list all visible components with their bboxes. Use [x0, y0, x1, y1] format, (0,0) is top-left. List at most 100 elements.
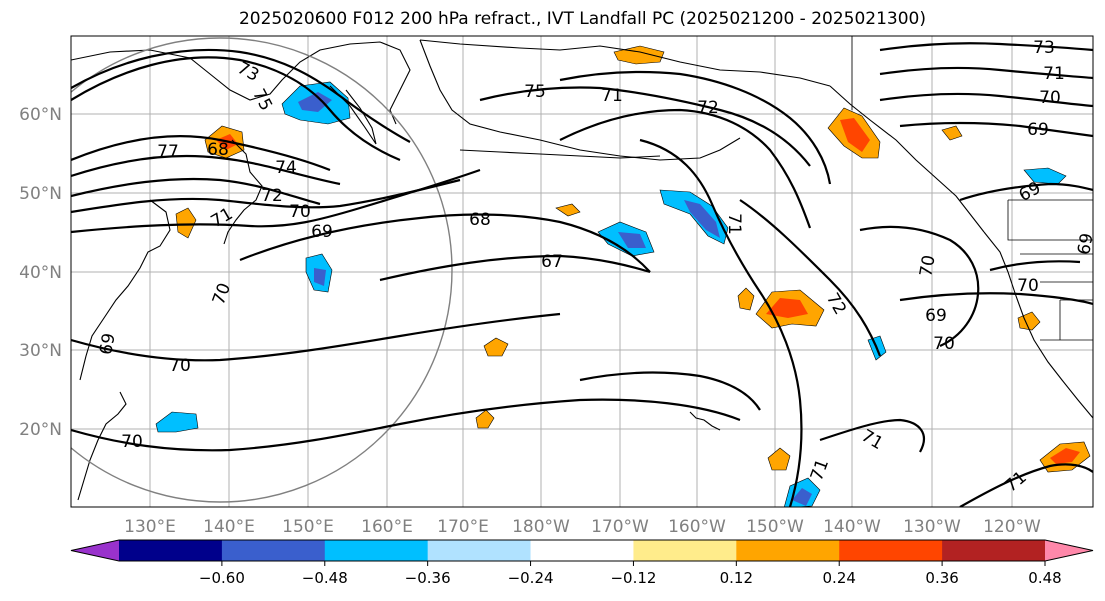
colorbar-segment [119, 540, 223, 561]
patch-orange-mid6 [175, 207, 197, 239]
contour-70-d [989, 260, 1081, 272]
patch-orange-mid7 [941, 125, 963, 141]
colorbar-extend-min [71, 540, 119, 561]
patch-blue-canada [1023, 167, 1067, 185]
contour-71-e [959, 463, 1093, 507]
contour-label: 73 [1033, 38, 1055, 58]
figure-title: 2025020600 F012 200 hPa refract., IVT La… [238, 9, 926, 29]
patch-orange-mid3 [475, 409, 495, 429]
lon-label-160E: 160°E [361, 517, 413, 537]
contour-68 [239, 213, 651, 273]
colorbar-tick-label: 0.24 [823, 569, 856, 587]
coast-aleutians [459, 149, 661, 159]
colorbar-tick-label: −0.12 [610, 569, 656, 587]
contour-label: 70 [916, 254, 939, 279]
contour-label: 69 [311, 222, 333, 242]
patch-red-hawaii-n [766, 298, 808, 318]
contour-label: 70 [933, 334, 955, 354]
contour-69-b [559, 108, 812, 229]
colorbar-segment [736, 540, 840, 561]
colorbar-segment [221, 540, 326, 561]
coast-alaska-west [419, 39, 741, 161]
coast-taiwan-philippines [77, 391, 127, 501]
contour-69-a [71, 168, 481, 234]
contour-70-e [899, 121, 1093, 138]
contour-label: 77 [157, 142, 179, 162]
contour-72-b [559, 70, 832, 185]
contour-69-c [859, 225, 980, 348]
lon-label-130E: 130°E [124, 517, 176, 537]
lat-label-60N: 60°N [19, 105, 62, 125]
landfall-circle [71, 37, 453, 503]
contour-67 [379, 254, 651, 282]
contour-label: 69 [96, 332, 119, 357]
latitude-labels: 60°N 50°N 40°N 30°N 20°N [19, 105, 62, 440]
contour-71-d [819, 418, 925, 453]
contour-70-h [579, 371, 761, 411]
lon-label-160W: 160°W [668, 517, 726, 537]
lat-label-50N: 50°N [19, 184, 62, 204]
patch-orange-mid2 [767, 447, 791, 471]
lon-label-170E: 170°E [437, 517, 489, 537]
longitude-labels: 130°E 140°E 150°E 160°E 170°E 180°W 170°… [124, 517, 1041, 537]
coast-hawaii [689, 411, 721, 431]
contour-69-d [959, 182, 1093, 202]
contour-label: 70 [121, 432, 143, 452]
patch-darkblue-south [792, 488, 812, 506]
lon-label-150E: 150°E [282, 517, 334, 537]
colorbar-tick-label: 0.36 [925, 569, 958, 587]
patch-darkblue-central [618, 232, 646, 248]
contour-71-c [879, 92, 1093, 108]
coast-kamchatka [329, 85, 377, 145]
contour-72-c [739, 199, 882, 357]
contour-label: 71 [724, 213, 744, 235]
coast-bc-west [983, 231, 1093, 419]
contour-71-a [71, 177, 321, 206]
lon-label-170W: 170°W [591, 517, 649, 537]
colorbar-segment [942, 540, 1046, 561]
colorbar-tick-label: −0.36 [405, 569, 451, 587]
colorbar-extend-max [1045, 540, 1093, 561]
coastlines [71, 39, 1093, 501]
patch-red-gulf-alaska [840, 118, 870, 152]
patch-darkblue-aleutian [684, 200, 720, 238]
colorbar-segment [633, 540, 737, 561]
contour-label: 75 [524, 82, 546, 102]
lon-label-150W: 150°W [746, 517, 804, 537]
colorbar-tick-label: −0.48 [302, 569, 348, 587]
contour-label: 69 [925, 306, 947, 326]
contour-label: 70 [169, 356, 191, 376]
contour-70-g [71, 398, 741, 452]
contour-label: 70 [1017, 276, 1039, 296]
contour-75-b [879, 42, 1093, 52]
contour-label: 71 [1043, 64, 1065, 84]
contour-label: 68 [207, 140, 229, 160]
patch-darkblue-kamchatka [298, 92, 332, 112]
contour-label: 72 [697, 98, 719, 118]
colorbar-tick-label: 0.12 [720, 569, 753, 587]
contour-label: 70 [289, 202, 311, 222]
coast-gulf-alaska [829, 85, 985, 233]
lat-label-40N: 40°N [19, 263, 62, 283]
coast-alaska-north [419, 39, 831, 87]
contour-75 [71, 48, 411, 143]
map-border [70, 35, 1094, 508]
lat-label-20N: 20°N [19, 420, 62, 440]
lon-label-140W: 140°W [823, 517, 881, 537]
contour-label: 71 [601, 86, 623, 106]
colorbar: −0.60 −0.48 −0.36 −0.24 −0.12 0.12 0.24 0.36 0.4… [70, 539, 1094, 587]
patch-orange-mid1 [483, 337, 509, 357]
contour-73-b [879, 66, 1093, 80]
contour-73-a [71, 56, 401, 162]
contour-label: 69 [1074, 232, 1097, 257]
contour-70-a [71, 178, 461, 214]
lon-label-180W: 180°W [512, 517, 570, 537]
patch-darkblue-midpac [314, 268, 326, 286]
lon-label-140E: 140°E [203, 517, 255, 537]
patch-red-baja [1050, 448, 1080, 464]
lon-label-120W: 120°W [983, 517, 1041, 537]
colorbar-segment [427, 540, 532, 561]
contour-label: 70 [1039, 88, 1061, 108]
contour-71-b [639, 138, 803, 507]
